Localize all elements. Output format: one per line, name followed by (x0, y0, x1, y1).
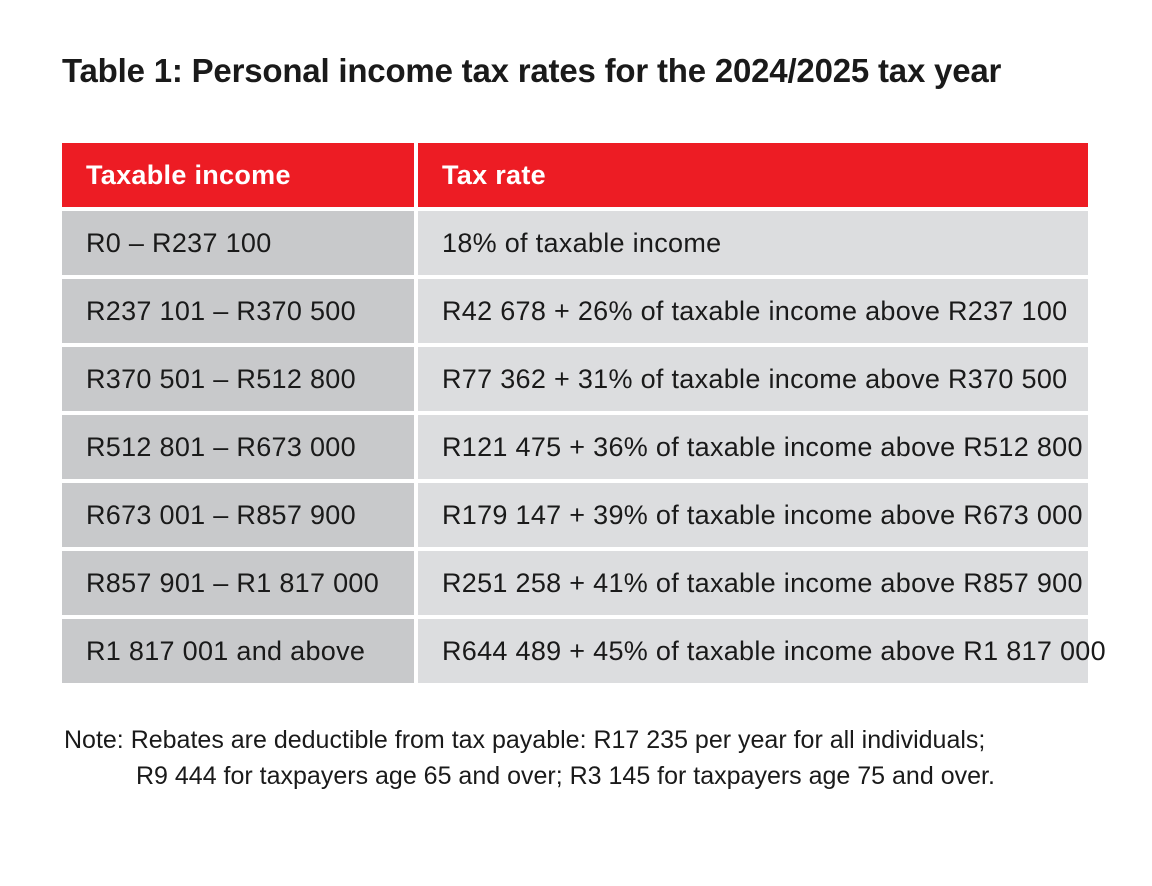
taxable-income-cell: R1 817 001 and above (62, 619, 414, 683)
tax-rate-cell: R77 362 + 31% of taxable income above R3… (418, 347, 1088, 411)
taxable-income-cell: R237 101 – R370 500 (62, 279, 414, 343)
table-title: Table 1: Personal income tax rates for t… (62, 52, 1002, 89)
table-row: R512 801 – R673 000 R121 475 + 36% of ta… (62, 415, 1088, 479)
table-row: R673 001 – R857 900 R179 147 + 39% of ta… (62, 483, 1088, 547)
table-row: R237 101 – R370 500 R42 678 + 26% of tax… (62, 279, 1088, 343)
taxable-income-cell: R857 901 – R1 817 000 (62, 551, 414, 615)
header-taxable-income: Taxable income (62, 143, 414, 207)
table-row: R1 817 001 and above R644 489 + 45% of t… (62, 619, 1106, 683)
header-tax-rate: Tax rate (418, 143, 1088, 207)
taxable-income-cell: R370 501 – R512 800 (62, 347, 414, 411)
tax-rate-cell: R251 258 + 41% of taxable income above R… (418, 551, 1088, 615)
tax-rate-cell: R179 147 + 39% of taxable income above R… (418, 483, 1088, 547)
tax-rate-cell: 18% of taxable income (418, 211, 1088, 275)
tax-rate-cell: R644 489 + 45% of taxable income above R… (418, 619, 1106, 683)
table-note: Note: Rebates are deductible from tax pa… (64, 722, 995, 794)
tax-rates-table: Taxable income Tax rate R0 – R237 100 18… (62, 143, 1106, 687)
taxable-income-cell: R0 – R237 100 (62, 211, 414, 275)
table-row: R0 – R237 100 18% of taxable income (62, 211, 1088, 275)
taxable-income-cell: R673 001 – R857 900 (62, 483, 414, 547)
table-row: R370 501 – R512 800 R77 362 + 31% of tax… (62, 347, 1088, 411)
table-header-row: Taxable income Tax rate (62, 143, 1088, 207)
table-row: R857 901 – R1 817 000 R251 258 + 41% of … (62, 551, 1088, 615)
tax-rate-cell: R42 678 + 26% of taxable income above R2… (418, 279, 1088, 343)
note-line-2: R9 444 for taxpayers age 65 and over; R3… (136, 762, 995, 790)
note-line-1: Note: Rebates are deductible from tax pa… (64, 726, 986, 754)
tax-rate-cell: R121 475 + 36% of taxable income above R… (418, 415, 1088, 479)
taxable-income-cell: R512 801 – R673 000 (62, 415, 414, 479)
